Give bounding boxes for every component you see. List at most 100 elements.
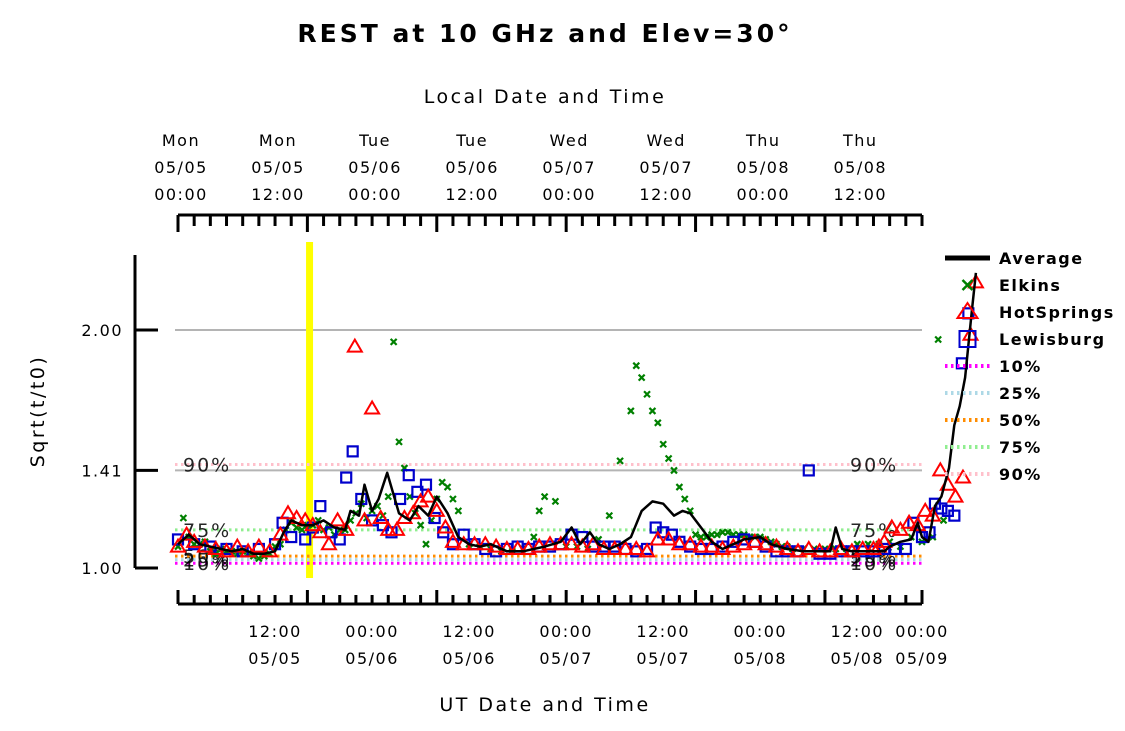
hotsprings-point (311, 523, 330, 539)
hotsprings-point (177, 525, 196, 541)
top-tick-date: 05/06 (445, 158, 499, 177)
hotsprings-point (508, 539, 527, 555)
top-tick-day: Thu (745, 131, 781, 150)
elkins-point (643, 390, 651, 399)
elkins-point (389, 338, 398, 346)
elkins-point (535, 507, 543, 515)
hotsprings-point (279, 504, 297, 520)
hotsprings-point (735, 535, 753, 551)
legend-item: 25% (945, 384, 1042, 403)
hotsprings-point (864, 539, 883, 555)
hotsprings-point (363, 399, 381, 415)
hotsprings-point (444, 532, 462, 548)
bottom-tick-time: 12:00 (442, 622, 496, 641)
lewisburg-point (411, 485, 424, 498)
top-tick-date: 05/07 (639, 158, 693, 177)
hotsprings-point (946, 487, 965, 503)
hotsprings-point (638, 542, 656, 558)
top-tick-date: 05/08 (736, 158, 790, 177)
percentile-label-right: 90% (850, 454, 898, 476)
hotsprings-point (428, 501, 446, 517)
elkins-point (384, 492, 393, 501)
y-tick-label: 1.00 (81, 559, 123, 578)
hotsprings-point (681, 535, 699, 551)
elkins-point (540, 492, 549, 501)
elkins-point (681, 495, 689, 503)
legend-item: 10% (945, 357, 1042, 376)
hotsprings-point (530, 537, 548, 553)
elkins-point (454, 507, 463, 515)
elkins-point (605, 511, 614, 520)
hotsprings-point (228, 537, 247, 553)
legend-label: 75% (999, 438, 1042, 457)
legend-item: 50% (945, 411, 1042, 430)
legend-item: 90% (945, 465, 1042, 484)
top-tick-day: Tue (358, 131, 391, 150)
series-line-average (177, 272, 978, 555)
hotsprings-point (900, 513, 918, 529)
hotsprings-point (616, 539, 635, 555)
lewisburg-point (299, 533, 312, 546)
hotsprings-point (519, 539, 538, 555)
lewisburg-point (935, 502, 948, 515)
hotsprings-point (627, 539, 646, 555)
hotsprings-point (670, 535, 689, 551)
legend-swatch-square (958, 330, 977, 348)
bottom-tick-time: 00:00 (345, 622, 399, 641)
series-elkins (174, 335, 948, 563)
hotsprings-point (320, 535, 338, 551)
elkins-point (438, 478, 446, 487)
hotsprings-point (659, 530, 678, 546)
elkins-point (670, 466, 678, 475)
legend-label: 10% (999, 357, 1042, 376)
hotsprings-point (573, 537, 592, 553)
legend-label: 25% (999, 384, 1042, 403)
top-tick-time: 12:00 (639, 185, 693, 204)
elkins-point (632, 361, 641, 370)
hotsprings-point (875, 532, 894, 548)
legend-label: 50% (999, 411, 1042, 430)
elkins-point (416, 521, 425, 529)
bottom-axis-title: UT Date and Time (439, 694, 650, 716)
elkins-point (255, 554, 263, 563)
bottom-tick-date: 05/06 (442, 649, 496, 668)
bottom-tick-time: 00:00 (733, 622, 787, 641)
elkins-point (724, 528, 732, 537)
legend-label: 90% (999, 465, 1042, 484)
elkins-point (664, 454, 673, 463)
top-tick-day: Wed (549, 131, 588, 150)
bottom-tick-date: 05/08 (830, 649, 884, 668)
hotsprings-point (355, 511, 374, 527)
hotsprings-point (404, 504, 422, 520)
legend-item: 75% (945, 438, 1042, 457)
elkins-point (934, 335, 942, 344)
elkins-point (551, 497, 560, 506)
top-tick-day: Thu (842, 131, 878, 150)
lewisburg-point (899, 542, 912, 556)
elkins-point (298, 526, 306, 534)
hotsprings-point (169, 537, 187, 553)
top-tick-time: 00:00 (154, 185, 208, 204)
bottom-tick-date: 05/05 (248, 649, 302, 668)
hotsprings-point (185, 532, 203, 548)
top-tick-time: 00:00 (736, 185, 790, 204)
elkins-point (659, 440, 667, 449)
lewisburg-point (419, 478, 433, 491)
hotsprings-point (961, 325, 980, 341)
elkins-point (422, 540, 430, 548)
top-tick-day: Tue (455, 131, 488, 150)
elkins-point (179, 514, 188, 522)
hotsprings-point (371, 509, 390, 525)
hotsprings-point (908, 516, 927, 532)
bottom-tick-time: 12:00 (248, 622, 302, 641)
hotsprings-point (379, 520, 398, 536)
bottom-tick-date: 05/06 (345, 649, 399, 668)
bottom-tick-time: 12:00 (830, 622, 884, 641)
elkins-point (637, 373, 646, 382)
hotsprings-point (250, 537, 268, 553)
legend-item: Average (945, 249, 1082, 268)
hotsprings-point (476, 535, 495, 551)
top-tick-time: 12:00 (445, 185, 499, 204)
hotsprings-point (649, 530, 667, 546)
top-tick-time: 12:00 (251, 185, 305, 204)
